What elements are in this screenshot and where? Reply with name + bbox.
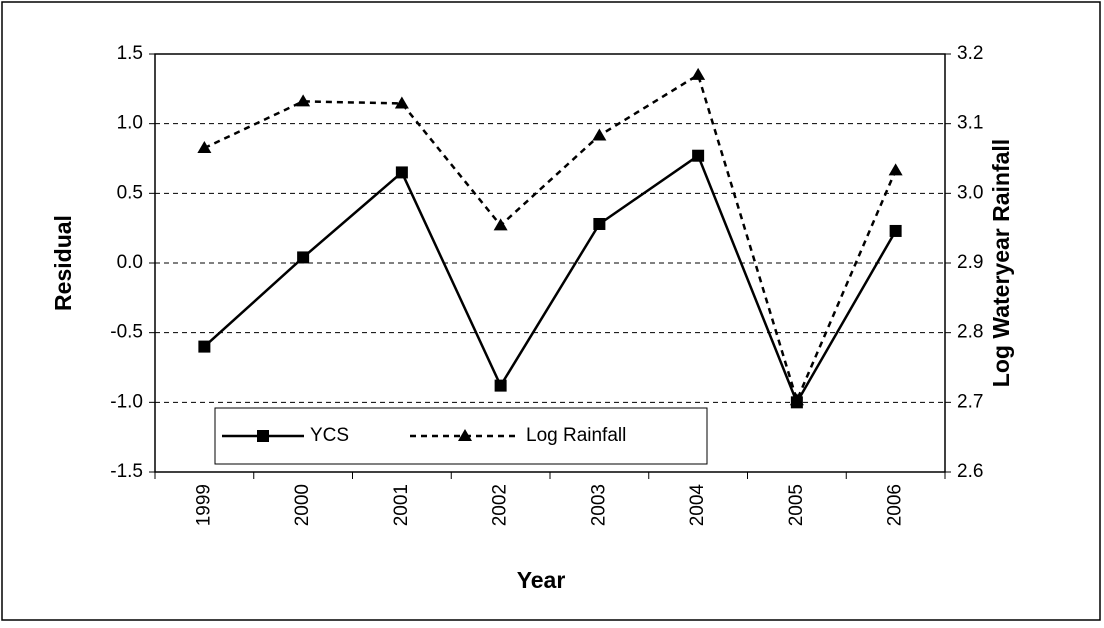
- y-tick-label: 0.0: [117, 252, 143, 273]
- y2-tick-label: 2.8: [957, 322, 983, 343]
- legend-label: YCS: [310, 425, 349, 446]
- x-tick-label: 2000: [292, 484, 313, 526]
- y-tick-label: -1.0: [110, 391, 143, 412]
- legend-marker: [257, 430, 269, 442]
- point-marker: [691, 67, 706, 80]
- y2-tick-label: 3.1: [957, 113, 983, 134]
- y2-axis-title: Log Wateryear Rainfall: [988, 139, 1014, 387]
- y-tick-label: 1.5: [117, 43, 143, 64]
- point-marker: [494, 379, 507, 392]
- legend-marker: [458, 429, 472, 441]
- point-marker: [888, 163, 903, 176]
- point-marker: [297, 251, 310, 264]
- x-tick-label: 2004: [687, 484, 708, 527]
- y2-tick-label: 2.9: [957, 252, 983, 273]
- series-line: [203, 153, 897, 406]
- y-tick-label: -0.5: [110, 322, 143, 343]
- y2-tick-label: 2.6: [957, 461, 983, 482]
- x-tick-label: 2001: [391, 484, 412, 526]
- x-tick-label: 2005: [786, 484, 807, 526]
- y2-tick-label: 3.2: [957, 43, 983, 64]
- x-tick-label: 2002: [490, 484, 511, 526]
- point-marker: [592, 128, 607, 141]
- point-marker: [197, 141, 212, 154]
- y-tick-label: 1.0: [117, 113, 143, 134]
- point-marker: [198, 340, 211, 353]
- x-tick-label: 2006: [885, 484, 906, 526]
- y-tick-label: 0.5: [117, 182, 143, 203]
- series-line: [203, 72, 897, 404]
- point-marker: [395, 166, 408, 179]
- x-tick-label: 2003: [588, 484, 609, 526]
- point-marker: [493, 218, 508, 231]
- point-marker: [889, 224, 902, 237]
- point-marker: [593, 217, 606, 230]
- legend-label: Log Rainfall: [526, 425, 626, 446]
- y-tick-label: -1.5: [110, 461, 143, 482]
- y-axis-title: Residual: [50, 215, 76, 311]
- y2-tick-label: 2.7: [957, 391, 983, 412]
- y2-tick-label: 3.0: [957, 182, 983, 203]
- point-marker: [296, 94, 311, 107]
- point-marker: [692, 149, 705, 162]
- x-tick-label: 1999: [193, 484, 214, 526]
- point-marker: [394, 96, 409, 109]
- x-axis-title: Year: [517, 567, 566, 593]
- point-marker: [789, 393, 804, 406]
